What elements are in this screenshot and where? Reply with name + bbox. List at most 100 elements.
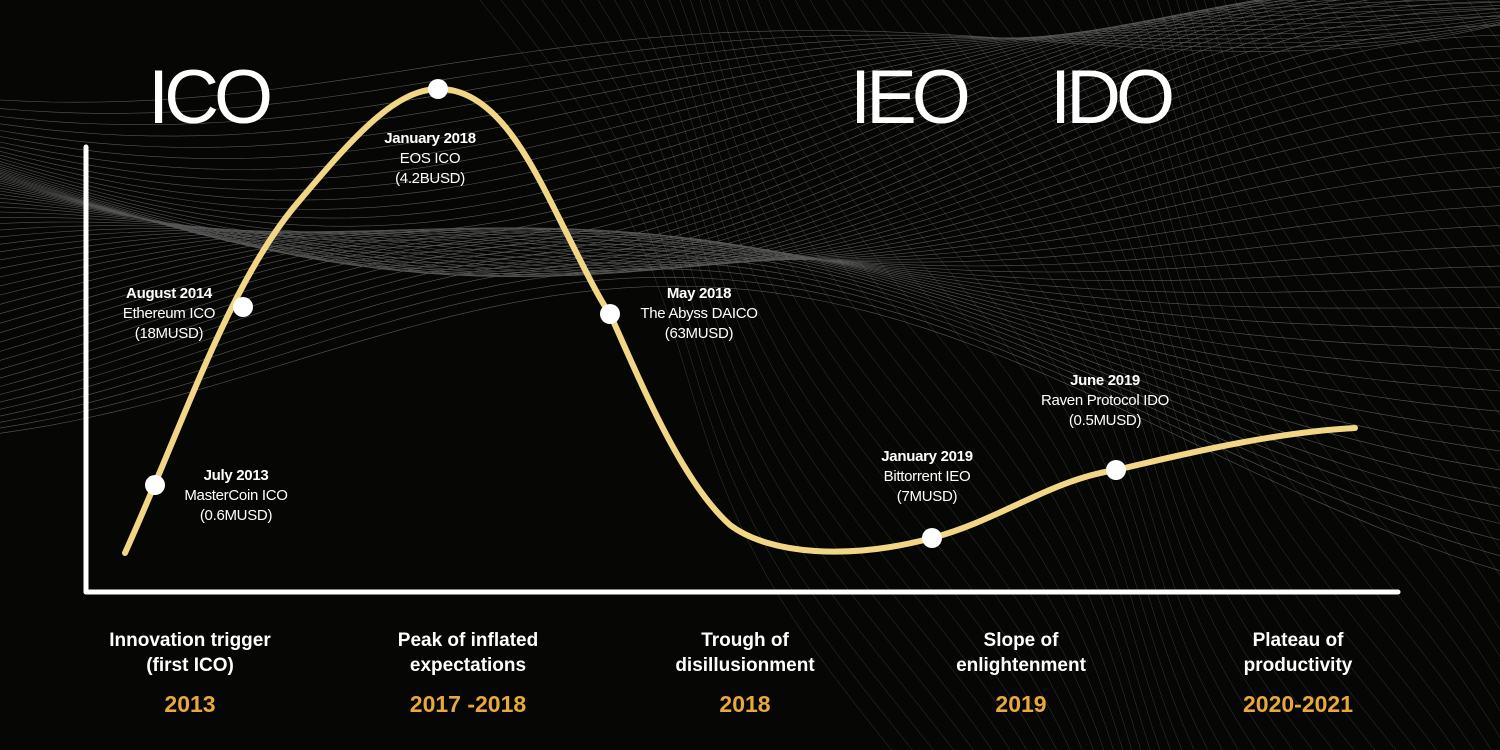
milestone-dot-january-2018 xyxy=(428,79,448,99)
phase-slope-of-enlightenment: Slope of enlightenment 2019 xyxy=(901,628,1141,717)
mesh-wave-line xyxy=(0,34,1500,275)
mesh-cross-line xyxy=(597,0,1011,750)
mesh-cross-line xyxy=(921,0,1334,750)
mesh-cross-line xyxy=(1384,0,1500,150)
mesh-cross-line xyxy=(1167,0,1500,577)
mesh-wave-line xyxy=(0,229,1500,296)
mesh-wave-line xyxy=(0,16,1500,277)
milestone-amount: (18MUSD) xyxy=(134,325,204,342)
mesh-wave-line xyxy=(0,0,1370,276)
milestone-detail: Raven Protocol IDO xyxy=(1041,392,1169,409)
milestone-date: August 2014 xyxy=(126,285,212,302)
phase-trough-of-disillusionment: Trough of disillusionment 2018 xyxy=(625,628,865,717)
mesh-lines xyxy=(0,0,1500,571)
milestone-date: July 2013 xyxy=(203,467,269,484)
mesh-wave-line xyxy=(0,0,1273,263)
mesh-cross-line xyxy=(614,0,1028,750)
mesh-wave-line xyxy=(0,205,1500,278)
mesh-wave-line xyxy=(0,228,1500,305)
milestone-date: January 2018 xyxy=(384,130,476,147)
milestone-dot-june-2019 xyxy=(1106,460,1126,480)
milestone-dot-may-2018 xyxy=(600,304,620,324)
phase-year: 2019 xyxy=(995,691,1047,717)
milestone-dot-july-2013 xyxy=(145,475,165,495)
heading-ieo: IEO xyxy=(850,55,971,140)
phase-label-line: Innovation trigger xyxy=(109,630,271,651)
mesh-wave-line xyxy=(0,268,1500,541)
mesh-cross-line xyxy=(500,0,913,750)
milestone-detail: Ethereum ICO xyxy=(122,305,216,322)
mesh-cross-line xyxy=(521,0,934,750)
milestone-detail: Bittorrent IEO xyxy=(883,468,971,485)
mesh-cross-line xyxy=(1247,0,1500,363)
mesh-wave-line xyxy=(0,23,1500,114)
phase-year: 2013 xyxy=(164,691,216,717)
mesh-wave-line xyxy=(0,132,1500,262)
mesh-cross-line xyxy=(1185,0,1500,523)
mesh-wave-line xyxy=(0,230,1500,392)
milestone-amount: (0.5MUSD) xyxy=(1068,412,1142,429)
mesh-cross-line xyxy=(1260,0,1500,336)
milestone-date: January 2019 xyxy=(881,448,973,465)
phase-label-line: Slope of xyxy=(983,630,1059,651)
milestone-date: May 2018 xyxy=(666,285,732,302)
phase-year: 2017 -2018 xyxy=(409,691,527,717)
mesh-wave-line xyxy=(0,248,1500,489)
mesh-cross-line xyxy=(680,0,1094,750)
mesh-cross-line xyxy=(1146,0,1500,631)
milestone-label-january-2018: January 2018 EOS ICO (4.2BUSD) xyxy=(330,129,530,189)
mesh-cross-line xyxy=(708,0,1123,750)
milestone-amount: (4.2BUSD) xyxy=(395,170,465,187)
mesh-cross-lines xyxy=(479,0,1500,750)
mesh-cross-line xyxy=(629,0,1043,750)
phase-peak-of-inflated-expectations: Peak of inflated expectations 2017 -2018 xyxy=(348,628,588,717)
mesh-cross-line xyxy=(746,0,1161,750)
mesh-cross-line xyxy=(1061,0,1475,750)
milestone-detail: MasterCoin ICO xyxy=(184,487,288,504)
mesh-wave-line xyxy=(0,1,1500,277)
mesh-cross-line xyxy=(1223,0,1500,416)
mesh-cross-line xyxy=(561,0,974,750)
milestone-amount: (7MUSD) xyxy=(896,488,958,505)
mesh-wave-line xyxy=(0,254,1500,507)
mesh-cross-line xyxy=(1213,0,1500,443)
mesh-cross-line xyxy=(727,0,1142,750)
milestone-date: June 2019 xyxy=(1070,372,1140,389)
mesh-cross-line xyxy=(690,0,1105,750)
phase-year: 2020-2021 xyxy=(1243,691,1353,717)
mesh-cross-line xyxy=(942,0,1355,750)
phase-label-line: Peak of inflated xyxy=(397,630,539,651)
milestone-label-july-2013: July 2013 MasterCoin ICO (0.6MUSD) xyxy=(136,466,336,526)
phase-label-line: enlightenment xyxy=(956,655,1086,676)
heading-ico: ICO xyxy=(148,55,273,140)
mesh-cross-line xyxy=(1307,0,1500,256)
heading-ido: IDO xyxy=(1050,55,1175,140)
mesh-cross-line xyxy=(657,0,1071,750)
mesh-wave-line xyxy=(0,149,1500,261)
mesh-cross-line xyxy=(1122,0,1500,685)
mesh-cross-line xyxy=(1363,0,1500,177)
mesh-cross-line xyxy=(717,0,1132,750)
milestone-detail: The Abyss DAICO xyxy=(640,305,758,322)
mesh-cross-line xyxy=(781,0,1195,750)
mesh-cross-line xyxy=(699,0,1114,750)
mesh-wave-line xyxy=(0,276,1500,557)
mesh-cross-line xyxy=(963,0,1376,750)
mesh-wave-line xyxy=(0,0,1345,219)
mesh-wave-line xyxy=(0,5,1500,191)
mesh-cross-line xyxy=(1274,0,1500,310)
mesh-wave-line xyxy=(0,14,1500,159)
mesh-cross-line xyxy=(1043,0,1456,750)
mesh-wave-line xyxy=(0,1,1500,201)
mesh-cross-line xyxy=(768,0,1183,750)
mesh-wave-line xyxy=(0,236,1500,432)
milestone-amount: (63MUSD) xyxy=(664,325,734,342)
mesh-wave-line xyxy=(0,0,1458,210)
mesh-cross-line xyxy=(1194,0,1500,496)
mesh-cross-line xyxy=(1203,0,1500,470)
mesh-wave-line xyxy=(0,233,1500,412)
mesh-wave-line xyxy=(0,19,1500,137)
phase-label-line: (first ICO) xyxy=(146,655,234,676)
mesh-cross-line xyxy=(1290,0,1500,283)
